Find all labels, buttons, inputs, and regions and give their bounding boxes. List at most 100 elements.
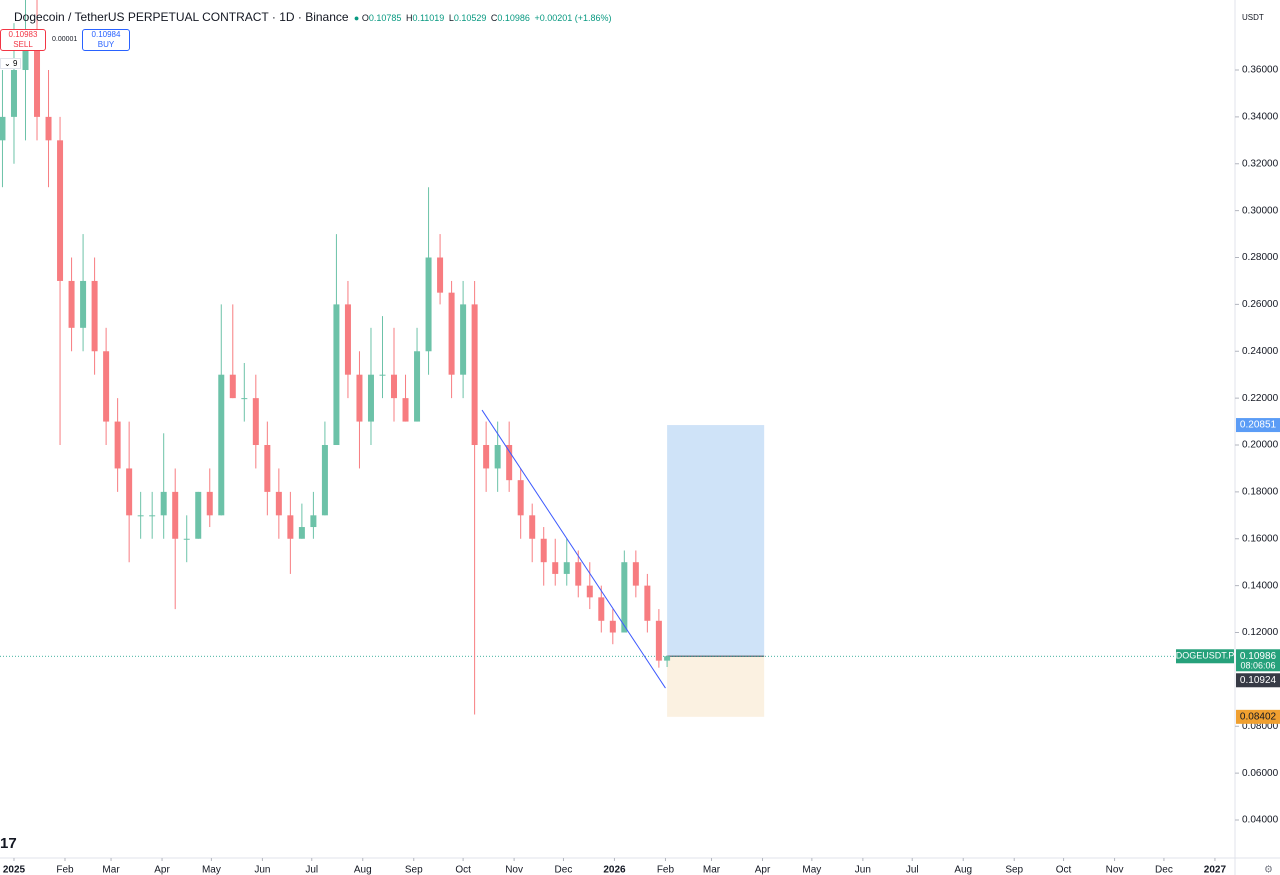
change: +0.00201 (+1.86%) (534, 13, 612, 23)
y-tick-label: 0.26000 (1242, 299, 1279, 310)
candle-body (310, 515, 317, 528)
y-tick-label: 0.12000 (1242, 627, 1279, 638)
x-tick-label: Jul (906, 865, 919, 875)
candle-body (402, 398, 409, 422)
candle-body (195, 491, 202, 539)
x-tick-label: May (202, 865, 221, 875)
target-label-bg (1236, 418, 1280, 433)
x-tick-label: Mar (703, 865, 721, 875)
high-value: 0.11019 (412, 13, 445, 23)
candle-body (287, 515, 294, 539)
indicator-toggle[interactable]: ⌄ 9 (0, 58, 22, 69)
candle-body (540, 538, 547, 563)
candle-body (356, 374, 363, 422)
candle-body (655, 620, 662, 661)
y-tick-label: 0.22000 (1242, 393, 1279, 404)
x-tick-label: Feb (657, 865, 675, 875)
candle-body (160, 491, 167, 516)
ticker: DOGEUSDT.P (1176, 651, 1235, 661)
x-tick-label: Oct (1056, 865, 1072, 875)
x-tick-label: 2025 (3, 865, 26, 875)
y-tick-label: 0.14000 (1242, 580, 1279, 591)
y-tick-label: 0.32000 (1242, 158, 1279, 169)
x-tick-label: 2027 (1204, 865, 1227, 875)
x-tick-label: Sep (405, 865, 423, 875)
y-tick-label: 0.30000 (1242, 205, 1279, 216)
buy-price: 0.10984 (91, 30, 121, 39)
candle-body (45, 116, 52, 141)
candle-body (241, 398, 248, 400)
candle-body (264, 445, 271, 492)
x-tick-label: Nov (1106, 865, 1124, 875)
spread: 0.00001 (52, 36, 78, 43)
candle-body (206, 491, 213, 516)
trendline (481, 409, 666, 689)
candle-body (379, 374, 386, 376)
x-tick-label: Oct (455, 865, 471, 875)
ticker-badge (1176, 649, 1234, 664)
x-tick-label: 2026 (603, 865, 626, 875)
close-value: 0.10986 (497, 13, 530, 23)
y-tick-label: 0.34000 (1242, 112, 1279, 123)
candle-body (333, 304, 340, 446)
candle-body (218, 374, 225, 516)
stop-label-bg (1236, 709, 1280, 724)
candle-body (22, 46, 29, 71)
candle-body (621, 562, 628, 633)
y-tick-label: 0.16000 (1242, 533, 1279, 544)
x-tick-label: Jul (305, 865, 318, 875)
candle-body (114, 421, 121, 469)
buy-label: BUY (97, 40, 115, 49)
candle-body (126, 468, 133, 516)
candle-body (103, 351, 110, 422)
y-tick-label: 0.24000 (1242, 346, 1279, 357)
candle-body (298, 527, 305, 539)
candle-body (57, 140, 64, 281)
bid-badge (1236, 673, 1280, 688)
h-label: H (405, 13, 413, 23)
c-label: C (490, 13, 498, 23)
x-tick-label: Jun (254, 865, 270, 875)
y-tick-label: 0.18000 (1242, 487, 1279, 498)
candle-body (137, 515, 144, 517)
candle-body (68, 280, 75, 328)
x-tick-label: Sep (1005, 865, 1023, 875)
candle-body (80, 280, 87, 328)
settings-icon[interactable]: ⚙ (1264, 865, 1273, 875)
candle-body (252, 398, 259, 446)
candle-body (664, 656, 671, 661)
last-price-label: 0.10986 (1240, 651, 1277, 662)
buy-button[interactable]: 0.10984 BUY (82, 29, 130, 51)
x-tick-label: May (802, 865, 821, 875)
candle-body (414, 351, 421, 422)
target-zone (667, 425, 765, 657)
open-value: 0.10785 (368, 13, 402, 23)
candle-body (367, 374, 374, 422)
candle-body (471, 304, 478, 446)
header: Dogecoin / TetherUS PERPETUAL CONTRACT ·… (14, 10, 616, 24)
l-label: L (448, 13, 454, 23)
x-tick-label: Nov (505, 865, 523, 875)
x-tick-label: Apr (755, 865, 771, 875)
x-tick-label: Aug (954, 865, 972, 875)
sell-button[interactable]: 0.10983 SELL (0, 29, 46, 51)
x-tick-label: Aug (354, 865, 372, 875)
x-tick-label: Feb (56, 865, 74, 875)
y-tick-label: 0.04000 (1242, 815, 1279, 826)
x-tick-label: Jun (855, 865, 871, 875)
candle-body (275, 491, 282, 516)
candle-body (229, 374, 236, 399)
target-label: 0.20851 (1240, 420, 1277, 431)
stop-zone (667, 656, 765, 717)
candle-body (0, 116, 6, 141)
candle-body (10, 70, 17, 117)
candle-body (494, 445, 501, 469)
y-tick-label: 0.20000 (1242, 440, 1279, 451)
sell-price: 0.10983 (8, 30, 38, 39)
candle-body (448, 292, 455, 375)
candle-body (321, 445, 328, 516)
candle-body (425, 257, 432, 352)
ohlc: ● O0.10785 H0.11019 L0.10529 C0.10986 +0… (353, 13, 612, 23)
currency: USDT (1242, 13, 1264, 22)
